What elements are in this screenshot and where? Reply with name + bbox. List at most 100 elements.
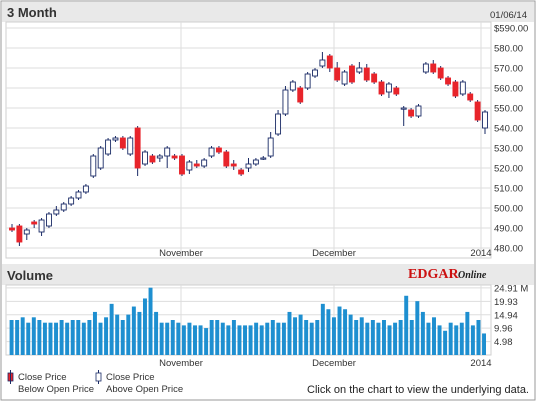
candle[interactable] <box>193 160 200 168</box>
candle[interactable] <box>38 218 45 236</box>
candle[interactable] <box>312 68 318 78</box>
volume-bar[interactable] <box>454 325 459 355</box>
candle[interactable] <box>179 154 185 176</box>
volume-bar[interactable] <box>59 320 64 355</box>
candle[interactable] <box>245 158 252 172</box>
volume-bar[interactable] <box>343 309 348 355</box>
candle[interactable] <box>422 62 429 74</box>
volume-bar[interactable] <box>326 309 331 355</box>
volume-bar[interactable] <box>354 320 359 355</box>
candle[interactable] <box>334 62 341 82</box>
volume-bar[interactable] <box>293 317 298 355</box>
candle[interactable] <box>90 154 97 178</box>
volume-bar[interactable] <box>331 317 336 355</box>
volume-bar[interactable] <box>320 303 325 355</box>
volume-bar[interactable] <box>437 325 442 355</box>
footer-note[interactable]: Click on the chart to view the underlyin… <box>307 384 529 396</box>
candle[interactable] <box>252 158 259 166</box>
candle[interactable] <box>363 64 370 82</box>
candle[interactable] <box>23 228 30 240</box>
volume-bar[interactable] <box>15 320 20 355</box>
volume-bar[interactable] <box>187 322 192 355</box>
candle[interactable] <box>385 82 392 98</box>
volume-bar[interactable] <box>226 325 231 355</box>
volume-bar[interactable] <box>270 320 275 355</box>
volume-bar[interactable] <box>165 322 170 355</box>
volume-series[interactable] <box>9 287 486 355</box>
candle[interactable] <box>142 150 148 166</box>
candle[interactable] <box>356 62 363 74</box>
volume-bar[interactable] <box>81 322 86 355</box>
candle[interactable] <box>430 60 437 74</box>
volume-bar[interactable] <box>432 317 436 355</box>
volume-bar[interactable] <box>409 320 414 355</box>
candle[interactable] <box>105 138 112 156</box>
volume-bar[interactable] <box>298 314 303 355</box>
volume-bar[interactable] <box>104 317 109 355</box>
candle[interactable] <box>260 156 267 160</box>
volume-bar[interactable] <box>470 325 475 355</box>
candle[interactable] <box>46 212 52 228</box>
volume-bar[interactable] <box>459 322 464 355</box>
candle[interactable] <box>371 72 378 84</box>
candle[interactable] <box>208 146 215 158</box>
volume-bar[interactable] <box>31 317 36 355</box>
volume-bar[interactable] <box>181 325 186 355</box>
volume-bar[interactable] <box>376 322 381 355</box>
candle[interactable] <box>452 80 459 98</box>
volume-bar[interactable] <box>176 322 181 355</box>
volume-bar[interactable] <box>98 322 103 355</box>
volume-bar[interactable] <box>254 322 259 355</box>
volume-bar[interactable] <box>359 317 364 355</box>
volume-bar[interactable] <box>115 314 120 355</box>
volume-bar[interactable] <box>54 322 59 355</box>
volume-bar[interactable] <box>42 322 47 355</box>
volume-bar[interactable] <box>448 322 453 355</box>
candle[interactable] <box>474 100 481 122</box>
volume-bar[interactable] <box>109 303 114 355</box>
volume-bar[interactable] <box>259 325 264 355</box>
candle[interactable] <box>97 146 104 170</box>
candle[interactable] <box>119 136 126 150</box>
candle[interactable] <box>164 146 171 168</box>
candle[interactable] <box>378 80 385 96</box>
volume-bar[interactable] <box>265 322 270 355</box>
volume-bar[interactable] <box>415 301 420 355</box>
volume-bar[interactable] <box>248 325 253 355</box>
volume-bar[interactable] <box>193 325 197 355</box>
volume-bar[interactable] <box>237 325 242 355</box>
volume-bar[interactable] <box>337 306 342 355</box>
candle[interactable] <box>482 110 488 134</box>
volume-bar[interactable] <box>243 325 247 355</box>
volume-bar[interactable] <box>220 322 225 355</box>
volume-bar[interactable] <box>131 306 136 355</box>
candle[interactable] <box>297 86 304 104</box>
volume-bar[interactable] <box>137 311 142 355</box>
volume-bar[interactable] <box>276 322 281 355</box>
candle[interactable] <box>16 224 23 246</box>
candle[interactable] <box>68 196 75 206</box>
candle[interactable] <box>75 190 82 200</box>
candle[interactable] <box>201 158 208 168</box>
volume-bar[interactable] <box>209 320 214 355</box>
volume-bar[interactable] <box>287 311 292 355</box>
candle[interactable] <box>349 64 355 84</box>
volume-bar[interactable] <box>370 320 375 355</box>
volume-bar[interactable] <box>398 320 403 355</box>
volume-bar[interactable] <box>159 322 164 355</box>
candle[interactable] <box>267 132 274 158</box>
volume-bar[interactable] <box>76 320 81 355</box>
volume-bar[interactable] <box>70 320 75 355</box>
volume-bar[interactable] <box>304 320 309 355</box>
candle[interactable] <box>9 224 15 232</box>
volume-bar[interactable] <box>281 322 286 355</box>
volume-bar[interactable] <box>142 298 147 355</box>
candle[interactable] <box>127 136 134 156</box>
candle[interactable] <box>230 160 237 170</box>
candle[interactable] <box>238 168 245 176</box>
candle[interactable] <box>393 86 400 96</box>
volume-bar[interactable] <box>365 322 370 355</box>
volume-bar[interactable] <box>476 320 481 355</box>
volume-bar[interactable] <box>126 314 131 355</box>
